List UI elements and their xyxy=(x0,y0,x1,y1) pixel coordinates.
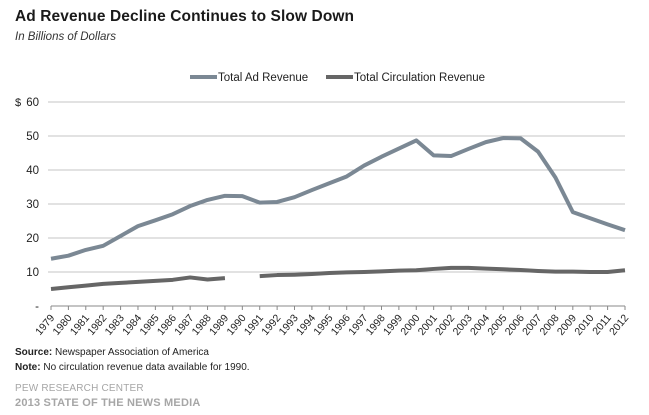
legend-label: Total Ad Revenue xyxy=(218,72,308,84)
x-tick-label: 2012 xyxy=(607,312,631,338)
y-tick-label: 50 xyxy=(26,131,39,143)
y-tick-label: 60 xyxy=(26,97,39,109)
data-note: Note: No circulation revenue data availa… xyxy=(15,362,250,373)
y-tick-label: 20 xyxy=(26,233,39,245)
y-tick-label: 10 xyxy=(26,267,39,279)
gridlines xyxy=(48,101,625,273)
y-tick-label: 40 xyxy=(26,165,39,177)
source-label: Source: xyxy=(15,347,53,358)
source-text: Newspaper Association of America xyxy=(52,347,209,358)
y-axis-unit-label: $ xyxy=(15,97,21,109)
note-text: No circulation revenue data available fo… xyxy=(40,362,250,373)
series-lines xyxy=(50,136,626,291)
org-credit: PEW RESEARCH CENTER xyxy=(15,383,144,394)
total-circulation-revenue-line xyxy=(259,265,626,279)
legend-label: Total Circulation Revenue xyxy=(354,72,485,84)
y-tick-label: 30 xyxy=(26,199,39,211)
total-circulation-revenue-line xyxy=(50,275,226,291)
note-label: Note: xyxy=(15,362,41,373)
legend: Total Ad Revenue Total Circulation Revenu… xyxy=(190,72,485,84)
total-ad-revenue-line xyxy=(50,136,626,261)
source-note: Source: Newspaper Association of America xyxy=(15,347,209,358)
report-credit: 2013 STATE OF THE NEWS MEDIA xyxy=(15,397,201,409)
chart-subtitle: In Billions of Dollars xyxy=(15,31,116,43)
y-tick-label: - xyxy=(35,301,39,313)
y-axis-ticks: - 10 20 30 40 50 60 xyxy=(26,97,39,313)
chart-title: Ad Revenue Decline Continues to Slow Dow… xyxy=(15,8,355,25)
x-axis: 1979198019811982198319841985198619871988… xyxy=(33,305,631,338)
